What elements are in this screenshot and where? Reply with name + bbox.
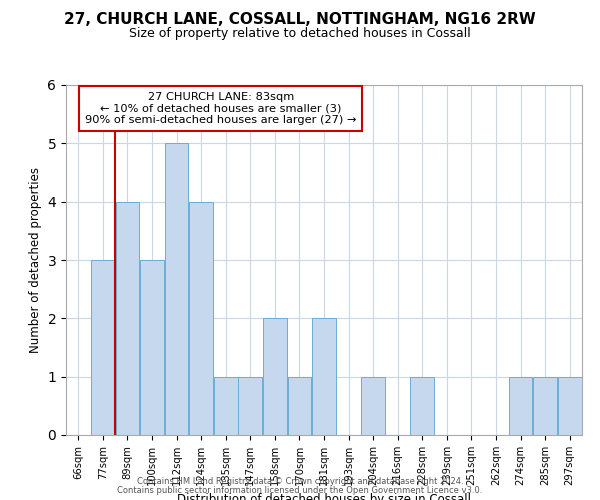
Text: 27, CHURCH LANE, COSSALL, NOTTINGHAM, NG16 2RW: 27, CHURCH LANE, COSSALL, NOTTINGHAM, NG… bbox=[64, 12, 536, 28]
Text: Size of property relative to detached houses in Cossall: Size of property relative to detached ho… bbox=[129, 28, 471, 40]
Bar bbox=[287, 376, 311, 435]
Bar bbox=[312, 318, 336, 435]
Bar bbox=[189, 202, 213, 435]
Text: Contains public sector information licensed under the Open Government Licence v3: Contains public sector information licen… bbox=[118, 486, 482, 495]
Bar bbox=[361, 376, 385, 435]
Text: Contains HM Land Registry data © Crown copyright and database right 2024.: Contains HM Land Registry data © Crown c… bbox=[137, 477, 463, 486]
Bar bbox=[410, 376, 434, 435]
Bar bbox=[263, 318, 287, 435]
Bar bbox=[91, 260, 115, 435]
Bar bbox=[238, 376, 262, 435]
Bar bbox=[509, 376, 532, 435]
Bar bbox=[558, 376, 581, 435]
Text: 27 CHURCH LANE: 83sqm
← 10% of detached houses are smaller (3)
90% of semi-detac: 27 CHURCH LANE: 83sqm ← 10% of detached … bbox=[85, 92, 356, 125]
X-axis label: Distribution of detached houses by size in Cossall: Distribution of detached houses by size … bbox=[177, 494, 471, 500]
Y-axis label: Number of detached properties: Number of detached properties bbox=[29, 167, 42, 353]
Bar bbox=[533, 376, 557, 435]
Bar bbox=[140, 260, 164, 435]
Bar bbox=[164, 144, 188, 435]
Bar bbox=[214, 376, 238, 435]
Bar bbox=[116, 202, 139, 435]
